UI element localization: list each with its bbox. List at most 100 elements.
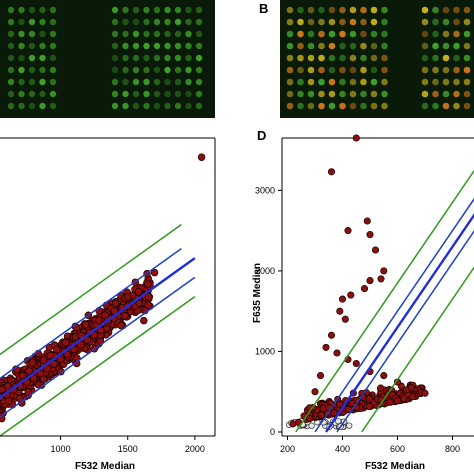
array-spot (318, 102, 325, 110)
array-spot (370, 6, 378, 14)
data-point (371, 246, 380, 254)
microarray-image-a (0, 0, 215, 118)
array-spot (164, 30, 171, 38)
array-spot (349, 42, 357, 50)
array-spot (143, 18, 150, 26)
array-spot (195, 30, 203, 38)
array-spot (7, 30, 15, 38)
array-spot (318, 54, 325, 62)
array-spot (328, 66, 336, 74)
array-spot (153, 78, 161, 86)
array-spot (28, 18, 36, 26)
array-spot (432, 78, 439, 86)
array-spot (132, 30, 140, 38)
array-spot (297, 66, 304, 74)
array-spot (132, 18, 140, 26)
array-spot (349, 90, 357, 98)
array-spot (28, 66, 36, 74)
array-spot (463, 6, 471, 14)
data-point (400, 395, 408, 403)
array-spot (18, 66, 25, 74)
array-spot (49, 102, 57, 110)
array-spot (297, 42, 304, 50)
array-spot (442, 18, 450, 26)
array-spot (7, 102, 15, 110)
array-spot (111, 102, 119, 110)
array-spot (111, 42, 119, 50)
array-spot (381, 66, 388, 74)
y-tick-label: 1000 (255, 346, 275, 356)
data-point (377, 275, 385, 283)
array-spot (28, 42, 36, 50)
array-spot (370, 42, 378, 50)
array-spot (328, 90, 336, 98)
data-point (327, 168, 336, 176)
array-spot (39, 30, 46, 38)
array-spot (122, 78, 129, 86)
array-spot (349, 6, 357, 14)
array-spot (185, 90, 192, 98)
array-spot (132, 54, 140, 62)
array-spot (318, 90, 325, 98)
data-point (311, 388, 319, 396)
array-spot (28, 78, 36, 86)
array-spot (421, 90, 429, 98)
array-spot (463, 54, 471, 62)
array-spot (349, 66, 357, 74)
array-spot (174, 42, 182, 50)
data-point (366, 277, 374, 285)
lower_confidence-line (0, 276, 196, 418)
array-spot (7, 6, 15, 14)
data-point (365, 395, 373, 403)
data-point (61, 338, 70, 347)
array-spot (421, 42, 429, 50)
array-spot (297, 30, 304, 38)
array-spot (286, 66, 294, 74)
array-spot (143, 42, 150, 50)
array-spot (28, 54, 36, 62)
array-spot (381, 78, 388, 86)
scatter-chart-c: 1000 1500 2000 F532 Median (0, 137, 216, 472)
array-spot (381, 90, 388, 98)
array-spot (39, 78, 46, 86)
array-spot (286, 90, 294, 98)
array-spot (370, 66, 378, 74)
array-spot (297, 78, 304, 86)
array-spot (39, 6, 46, 14)
array-spot (122, 18, 129, 26)
array-spot (28, 102, 36, 110)
array-spot (174, 30, 182, 38)
x-tick-label: 1500 (118, 444, 138, 454)
array-spot (18, 54, 25, 62)
array-spot (307, 30, 315, 38)
array-spot (153, 54, 161, 62)
array-spot (195, 66, 203, 74)
data-point (197, 153, 206, 161)
array-spot (463, 90, 471, 98)
array-spot (132, 42, 140, 50)
array-spot (39, 90, 46, 98)
data-point (330, 409, 338, 417)
lower_confidence-line (336, 230, 474, 433)
array-spot (174, 78, 182, 86)
array-spot (442, 90, 450, 98)
array-spot (122, 30, 129, 38)
array-spot (286, 6, 294, 14)
array-spot (339, 66, 346, 74)
array-spot (370, 54, 378, 62)
array-spot (111, 6, 119, 14)
data-point (341, 315, 349, 323)
array-spot (318, 78, 325, 86)
lower_band-line (0, 296, 196, 438)
array-spot (463, 78, 471, 86)
array-spot (164, 66, 171, 74)
data-point (53, 345, 61, 354)
array-spot (453, 78, 460, 86)
array-spot (381, 30, 388, 38)
data-point (39, 356, 48, 364)
array-spot (143, 6, 150, 14)
array-spot (421, 102, 429, 110)
array-spot (143, 78, 150, 86)
array-spot (122, 66, 129, 74)
array-spot (463, 42, 471, 50)
